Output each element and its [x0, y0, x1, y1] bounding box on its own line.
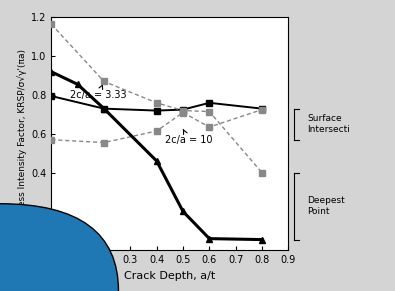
Text: 2c/a = 10: 2c/a = 10 [165, 129, 212, 145]
Text: 2c/a = 3.33: 2c/a = 3.33 [70, 85, 126, 100]
Text: Deepest
Point: Deepest Point [307, 196, 345, 216]
Text: Surface
Intersecti: Surface Intersecti [307, 114, 350, 134]
X-axis label: Crack Depth, a/t: Crack Depth, a/t [124, 271, 216, 281]
Y-axis label: Stress Intensity Factor, KRSP/σ√γ'(πa): Stress Intensity Factor, KRSP/σ√γ'(πa) [17, 49, 27, 219]
